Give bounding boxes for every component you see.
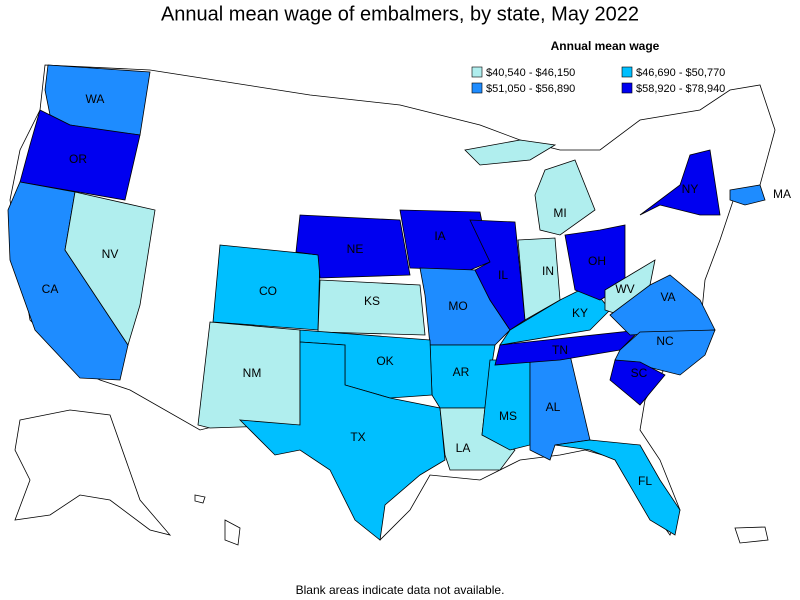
state-label: OK: [376, 354, 393, 368]
state-label: LA: [456, 441, 471, 455]
state-label: AR: [453, 365, 470, 379]
state: [64, 191, 156, 346]
state-label: MA: [773, 187, 791, 201]
state: [295, 214, 411, 279]
legend-swatch: [621, 66, 633, 78]
state: [399, 209, 491, 271]
state: [464, 139, 596, 236]
state: [481, 359, 531, 451]
state-label: NM: [243, 366, 262, 380]
state: [609, 359, 666, 406]
state-label: NY: [682, 182, 699, 196]
state: [19, 109, 141, 201]
state-label: TN: [552, 343, 568, 357]
state: [639, 149, 721, 216]
map-title: Annual mean wage of embalmers, by state,…: [161, 3, 639, 25]
legend-label: $51,050 - $56,890: [486, 83, 575, 95]
legend-swatch: [471, 66, 483, 78]
state: [238, 341, 446, 541]
state-label: VA: [660, 290, 675, 304]
state: [554, 439, 681, 536]
state-label: OH: [588, 254, 606, 268]
state-label: WA: [86, 92, 105, 106]
state-label: CO: [259, 284, 277, 298]
legend-label: $58,920 - $78,940: [636, 83, 725, 95]
state: [517, 237, 561, 321]
state-label: WV: [615, 282, 634, 296]
state: [469, 219, 526, 331]
state-label: MO: [448, 299, 467, 313]
state-label: MI: [553, 206, 566, 220]
state-label: AL: [546, 400, 561, 414]
legend-swatch: [471, 82, 483, 94]
state-label: IL: [498, 268, 508, 282]
state-label: OR: [69, 152, 87, 166]
state-label: FL: [638, 474, 652, 488]
state: [494, 329, 642, 366]
state: [609, 274, 716, 336]
state-label: KS: [364, 294, 380, 308]
legend-label: $46,690 - $50,770: [636, 67, 725, 79]
state-label: IN: [542, 264, 554, 278]
legend-label: $40,540 - $46,150: [486, 67, 575, 79]
puerto-rico: [734, 526, 769, 544]
state-label: NV: [102, 247, 119, 261]
state-label: KY: [572, 306, 588, 320]
state-label: SC: [631, 366, 648, 380]
hawaii: [194, 494, 241, 546]
state: [729, 184, 766, 206]
state-label: CA: [42, 282, 59, 296]
state-label: TX: [350, 430, 365, 444]
state: [317, 279, 426, 336]
alaska: [14, 409, 172, 536]
state-label: IA: [434, 229, 445, 243]
legend-swatch: [621, 82, 633, 94]
state-label: NC: [656, 334, 674, 348]
legend-title: Annual mean wage: [551, 39, 660, 53]
state-label: NE: [347, 242, 364, 256]
footnote: Blank areas indicate data not available.: [296, 583, 505, 597]
state-label: MS: [499, 409, 517, 423]
